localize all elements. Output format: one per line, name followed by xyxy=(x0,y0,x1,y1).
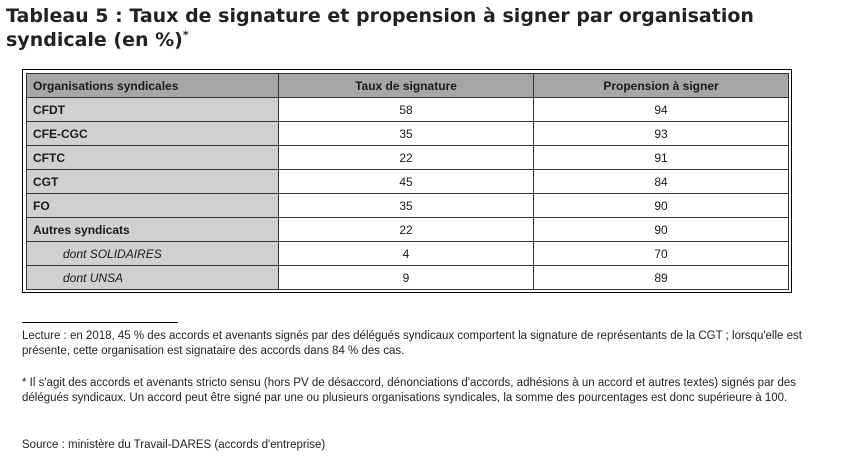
row-org: FO xyxy=(26,193,279,218)
row-org: Autres syndicats xyxy=(26,217,279,242)
row-propension: 84 xyxy=(533,169,789,194)
data-table: Organisations syndicales Taux de signatu… xyxy=(26,73,789,290)
table-title: Tableau 5 : Taux de signature et propens… xyxy=(6,4,826,52)
row-org: CFTC xyxy=(26,145,279,170)
table-frame xyxy=(22,69,792,293)
asterisk-note: * Il s'agit des accords et avenants stri… xyxy=(22,377,797,404)
row-taux: 45 xyxy=(278,169,534,194)
table-row: CFE-CGC 35 93 xyxy=(26,121,789,146)
row-taux: 22 xyxy=(278,145,534,170)
table-row: FO 35 90 xyxy=(26,193,789,218)
table-row: CFTC 22 91 xyxy=(26,145,789,170)
column-header-organisations: Organisations syndicales xyxy=(26,73,279,98)
row-taux: 35 xyxy=(278,121,534,146)
row-propension: 91 xyxy=(533,145,789,170)
column-header-propension: Propension à signer xyxy=(533,73,789,98)
table-row: dont SOLIDAIRES 4 70 xyxy=(26,241,789,266)
row-propension: 90 xyxy=(533,193,789,218)
row-propension: 94 xyxy=(533,97,789,122)
row-propension: 90 xyxy=(533,217,789,242)
table-row: Autres syndicats 22 90 xyxy=(26,217,789,242)
row-org-sub: dont UNSA xyxy=(26,265,279,290)
row-org: CFDT xyxy=(26,97,279,122)
row-taux: 35 xyxy=(278,193,534,218)
row-org: CGT xyxy=(26,169,279,194)
row-taux: 4 xyxy=(278,241,534,266)
reading-note: Lecture : en 2018, 45 % des accords et a… xyxy=(22,330,802,357)
row-propension: 70 xyxy=(533,241,789,266)
row-org: CFE-CGC xyxy=(26,121,279,146)
row-org-sub: dont SOLIDAIRES xyxy=(26,241,279,266)
source-note: Source : ministère du Travail-DARES (acc… xyxy=(22,439,326,451)
column-header-taux: Taux de signature xyxy=(278,73,534,98)
row-propension: 89 xyxy=(533,265,789,290)
row-taux: 9 xyxy=(278,265,534,290)
table-row: dont UNSA 9 89 xyxy=(26,265,789,290)
table-header-row: Organisations syndicales Taux de signatu… xyxy=(26,73,789,98)
notes-divider xyxy=(22,322,178,323)
table-row: CGT 45 84 xyxy=(26,169,789,194)
table-row: CFDT 58 94 xyxy=(26,97,789,122)
table-title-text: Tableau 5 : Taux de signature et propens… xyxy=(6,5,754,51)
row-taux: 58 xyxy=(278,97,534,122)
row-propension: 93 xyxy=(533,121,789,146)
title-footnote-mark: * xyxy=(182,28,189,42)
row-taux: 22 xyxy=(278,217,534,242)
